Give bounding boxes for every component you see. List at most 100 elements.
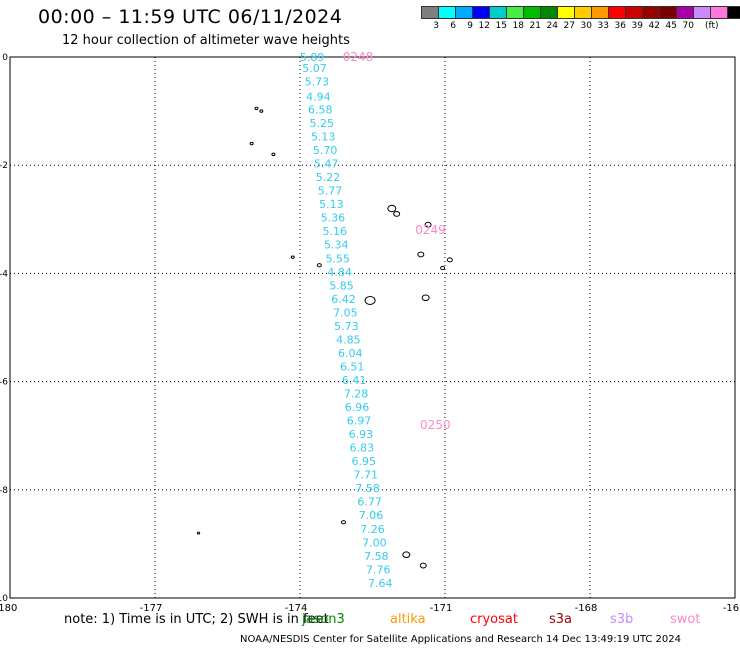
lon-tick-label: -180: [0, 603, 17, 614]
island-outline: [249, 141, 254, 146]
lat-tick-label: -10: [0, 594, 8, 604]
wave-height-value: 7.64: [368, 577, 393, 590]
island-outline: [341, 520, 346, 525]
colorbar-label: 6: [450, 21, 456, 31]
colorbar-label: 18: [512, 21, 524, 31]
wave-height-value: 4.94: [306, 90, 331, 103]
wave-height-value: 5.73: [334, 320, 359, 333]
island-outline: [419, 562, 427, 569]
island-outline: [316, 263, 322, 268]
colorbar-label: 39: [631, 21, 643, 31]
island-outline: [417, 251, 425, 258]
wave-height-value: 5.89: [300, 51, 325, 64]
colorbar-label: 15: [495, 21, 507, 31]
colorbar-label: 33: [597, 21, 609, 31]
lat-tick-label: -4: [0, 269, 8, 279]
colorbar-labels: 3 6 9 12 15 18 21 24 27 30 33 36 39 42 45 70: [422, 21, 694, 31]
colorbar-label: 36: [614, 21, 626, 31]
colorbar-label: 21: [529, 21, 541, 31]
wave-height-value: 5.13: [311, 131, 336, 144]
wave-height-value: 6.04: [338, 347, 363, 360]
wave-height-value: 5.13: [319, 198, 344, 211]
island-outline: [290, 255, 295, 259]
island-outline: [440, 265, 446, 271]
wave-height-value: 5.25: [310, 117, 335, 130]
lat-tick-label: -2: [0, 161, 8, 171]
colorbar-label: 30: [580, 21, 592, 31]
wave-height-value: 4.84: [327, 266, 352, 279]
colorbar-label: 9: [467, 21, 473, 31]
colorbar: [421, 6, 740, 19]
legend-item-cryosat: cryosat: [470, 612, 518, 627]
pass-time-label: 0248: [343, 50, 374, 64]
island-outline: [259, 109, 264, 113]
wave-height-value: 6.41: [342, 374, 367, 387]
footer-credit: NOAA/NESDIS Center for Satellite Applica…: [240, 634, 682, 645]
colorbar-label: 12: [478, 21, 490, 31]
colorbar-label: 42: [648, 21, 660, 31]
pass-time-label: 0250: [420, 418, 451, 432]
map-title: 00:00 – 11:59 UTC 06/11/2024: [38, 6, 343, 28]
legend-item-swot: swot: [670, 612, 701, 627]
wave-height-value: 5.55: [325, 252, 350, 265]
wave-height-value: 6.93: [349, 428, 374, 441]
map-frame: [9, 56, 736, 599]
pass-time-label: 0249: [415, 223, 446, 237]
wave-height-value: 7.76: [366, 563, 391, 576]
wave-height-value: 5.70: [313, 144, 338, 157]
lon-tick-label: -177: [140, 603, 163, 614]
lon-tick-label: -171: [430, 603, 453, 614]
lon-tick-label: -16: [723, 603, 739, 614]
island-outline: [254, 106, 259, 111]
island-outline: [387, 204, 397, 213]
wave-height-value: 6.96: [345, 401, 370, 414]
wave-height-value: 6.77: [357, 496, 382, 509]
wave-height-value: 6.95: [352, 455, 377, 468]
note-text: note: 1) Time is in UTC; 2) SWH is in fe…: [64, 612, 329, 627]
wave-height-value: 5.85: [329, 279, 354, 292]
island-outline: [364, 295, 376, 305]
colorbar-label: 27: [563, 21, 575, 31]
wave-height-value: 5.07: [302, 62, 327, 75]
lon-tick-label: -168: [575, 603, 598, 614]
wave-height-value: 6.51: [340, 360, 365, 373]
wave-height-value: 5.73: [305, 75, 330, 88]
island-outline: [393, 210, 401, 217]
wave-height-value: 5.77: [318, 185, 343, 198]
legend-item-jason3: jason3: [302, 612, 345, 627]
wave-height-value: 5.34: [324, 239, 349, 252]
island-outline: [196, 531, 201, 535]
wave-height-value: 7.00: [362, 536, 387, 549]
wave-height-value: 7.26: [360, 523, 385, 536]
wave-height-value: 7.58: [364, 550, 389, 563]
wave-height-value: 7.71: [353, 469, 378, 482]
wave-height-value: 7.06: [359, 509, 384, 522]
lat-tick-label: -6: [0, 378, 8, 388]
wave-height-value: 4.85: [336, 333, 361, 346]
colorbar-unit: (ft): [705, 21, 719, 31]
colorbar-label: 3: [433, 21, 439, 31]
legend-item-altika: altika: [390, 612, 426, 627]
colorbar-label: 45: [665, 21, 677, 31]
colorbar-swatch: [727, 6, 740, 19]
wave-height-value: 6.42: [331, 293, 356, 306]
wave-height-value: 6.83: [350, 442, 375, 455]
island-outline: [421, 294, 430, 302]
map-subtitle: 12 hour collection of altimeter wave hei…: [62, 33, 350, 48]
wave-height-value: 5.22: [316, 171, 341, 184]
wave-height-value: 6.58: [308, 103, 333, 116]
lon-tick-label: -174: [285, 603, 308, 614]
wave-height-value: 7.28: [344, 388, 369, 401]
colorbar-label: 70: [682, 21, 694, 31]
wave-height-value: 5.16: [323, 225, 348, 238]
island-outline: [271, 152, 276, 157]
wave-height-value: 6.97: [347, 415, 372, 428]
island-outline: [424, 221, 432, 228]
wave-height-value: 7.05: [333, 306, 358, 319]
wave-height-value: 5.47: [314, 158, 339, 171]
colorbar-label: 24: [546, 21, 558, 31]
wave-height-value: 5.36: [321, 212, 346, 225]
lat-tick-label: 0: [2, 53, 8, 63]
legend-item-s3b: s3b: [610, 612, 634, 627]
